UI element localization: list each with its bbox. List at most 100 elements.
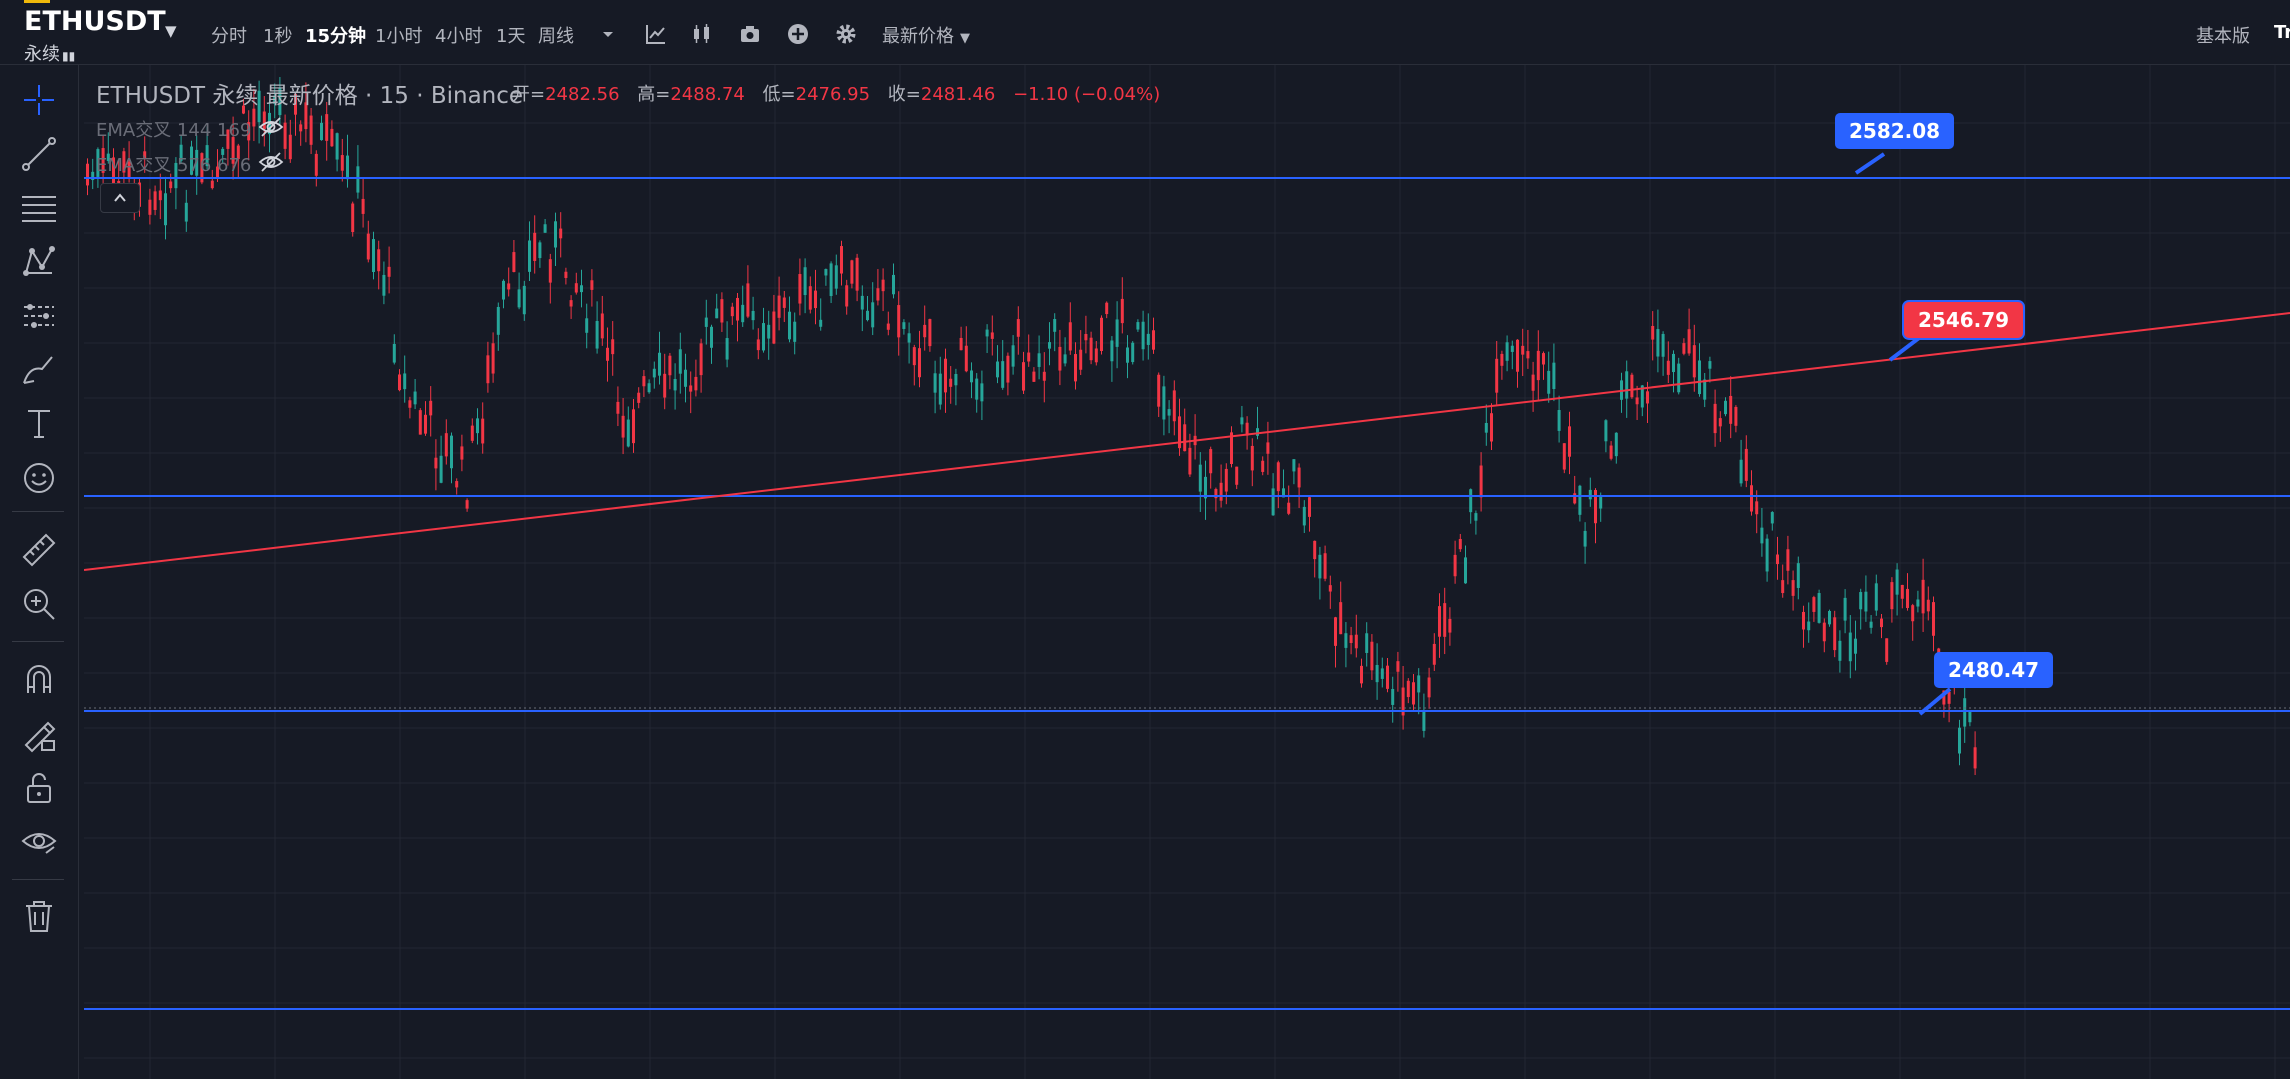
candle bbox=[850, 260, 854, 284]
candle bbox=[1828, 610, 1831, 625]
support-price-label[interactable]: 2480.47 bbox=[1934, 652, 2054, 688]
candle bbox=[1344, 633, 1348, 648]
candle bbox=[694, 376, 698, 391]
candle bbox=[216, 166, 219, 179]
interval-1s[interactable]: 1秒 bbox=[263, 26, 293, 47]
forecast-icon[interactable] bbox=[20, 297, 58, 335]
dropdown-icon[interactable] bbox=[596, 22, 620, 46]
camera-icon[interactable] bbox=[738, 22, 762, 46]
candle bbox=[1448, 618, 1452, 633]
candle bbox=[980, 383, 984, 402]
candle bbox=[892, 274, 895, 295]
candle bbox=[1770, 512, 1774, 524]
candle bbox=[1027, 352, 1031, 362]
chevron-up-icon bbox=[114, 193, 126, 202]
magnet-icon[interactable] bbox=[20, 661, 58, 699]
candle bbox=[476, 418, 479, 434]
candle bbox=[1817, 593, 1821, 623]
candle bbox=[746, 283, 750, 317]
candle bbox=[793, 321, 797, 342]
candle bbox=[502, 280, 505, 300]
price-chart-canvas[interactable] bbox=[84, 65, 2290, 1079]
indicator-ema-1[interactable]: EMA交叉 144 169 bbox=[96, 120, 252, 141]
trend-line-icon[interactable] bbox=[20, 135, 58, 173]
candle bbox=[1422, 710, 1426, 731]
basic-version-tab[interactable]: 基本版 bbox=[2196, 26, 2250, 47]
candle bbox=[174, 162, 178, 189]
plus-icon[interactable] bbox=[786, 22, 810, 46]
candle bbox=[184, 202, 188, 222]
symbol-dropdown-icon[interactable]: ▼ bbox=[165, 22, 177, 40]
candle bbox=[1053, 318, 1057, 332]
trash-icon[interactable] bbox=[20, 897, 58, 935]
candle bbox=[1911, 605, 1915, 622]
pattern-icon[interactable] bbox=[20, 243, 58, 281]
trendline-price-label[interactable]: 2546.79 bbox=[1904, 302, 2024, 338]
candle bbox=[429, 400, 433, 416]
candle bbox=[777, 295, 781, 318]
candle bbox=[954, 374, 958, 386]
hidden-eye-icon[interactable] bbox=[258, 115, 284, 139]
candle bbox=[1942, 690, 1946, 705]
candle bbox=[372, 239, 375, 272]
candle bbox=[1334, 617, 1337, 646]
candle bbox=[1146, 333, 1150, 345]
unlock-icon[interactable] bbox=[20, 769, 58, 807]
candle bbox=[554, 221, 557, 248]
candle bbox=[1490, 413, 1493, 442]
emoji-icon[interactable] bbox=[20, 459, 58, 497]
candle bbox=[153, 191, 157, 210]
interval-1h[interactable]: 1小时 bbox=[375, 26, 423, 47]
candle bbox=[1162, 386, 1166, 420]
candle bbox=[1932, 602, 1935, 636]
price-source-select[interactable]: 最新价格 ▼ bbox=[882, 26, 970, 47]
hidden-eye-icon[interactable] bbox=[258, 150, 284, 174]
indicator-ema-2[interactable]: EMA交叉 576 676 bbox=[96, 155, 252, 176]
candle bbox=[1406, 680, 1410, 698]
resistance-price-label[interactable]: 2582.08 bbox=[1835, 113, 1955, 149]
candle bbox=[611, 339, 615, 355]
ruler-icon[interactable] bbox=[20, 531, 58, 569]
candle bbox=[1666, 360, 1670, 375]
indicators-icon[interactable] bbox=[644, 22, 668, 46]
candle bbox=[1677, 363, 1681, 393]
crosshair-icon[interactable] bbox=[20, 81, 58, 119]
candle bbox=[1568, 426, 1571, 457]
interval-4h[interactable]: 4小时 bbox=[435, 26, 483, 47]
candle bbox=[190, 146, 193, 175]
eye-icon[interactable] bbox=[20, 823, 58, 861]
interval-15m[interactable]: 15分钟 bbox=[305, 26, 367, 47]
text-icon[interactable] bbox=[20, 405, 58, 443]
candle bbox=[1458, 538, 1462, 550]
candle bbox=[283, 122, 287, 149]
collapse-legend-button[interactable] bbox=[100, 183, 140, 213]
interval-week[interactable]: 周线 bbox=[538, 26, 574, 47]
candle bbox=[158, 190, 162, 201]
sidebar-divider bbox=[12, 879, 64, 880]
candle bbox=[990, 332, 994, 339]
tradingview-tab[interactable]: Tr bbox=[2274, 22, 2290, 43]
brush-icon[interactable] bbox=[20, 351, 58, 389]
candle bbox=[1386, 665, 1389, 689]
open-value: 2482.56 bbox=[545, 84, 620, 105]
zoom-in-icon[interactable] bbox=[20, 585, 58, 623]
candle bbox=[1235, 466, 1239, 485]
candles-icon[interactable] bbox=[690, 22, 714, 46]
chart-area[interactable] bbox=[84, 65, 2290, 1079]
interval-1d[interactable]: 1天 bbox=[496, 26, 526, 47]
symbol-name[interactable]: ETHUSDT bbox=[24, 6, 166, 37]
candle bbox=[1474, 513, 1478, 521]
gear-icon[interactable] bbox=[834, 22, 858, 46]
candle bbox=[169, 181, 173, 189]
candle bbox=[1276, 462, 1280, 492]
candle bbox=[1812, 597, 1816, 612]
candle bbox=[1224, 468, 1228, 492]
candle bbox=[933, 373, 937, 393]
candle bbox=[346, 155, 349, 180]
candle bbox=[320, 122, 323, 141]
interval-tick[interactable]: 分时 bbox=[211, 26, 247, 47]
candle bbox=[148, 199, 152, 215]
candle bbox=[278, 88, 282, 116]
lock-draw-icon[interactable] bbox=[20, 715, 58, 753]
fib-lines-icon[interactable] bbox=[20, 189, 58, 227]
